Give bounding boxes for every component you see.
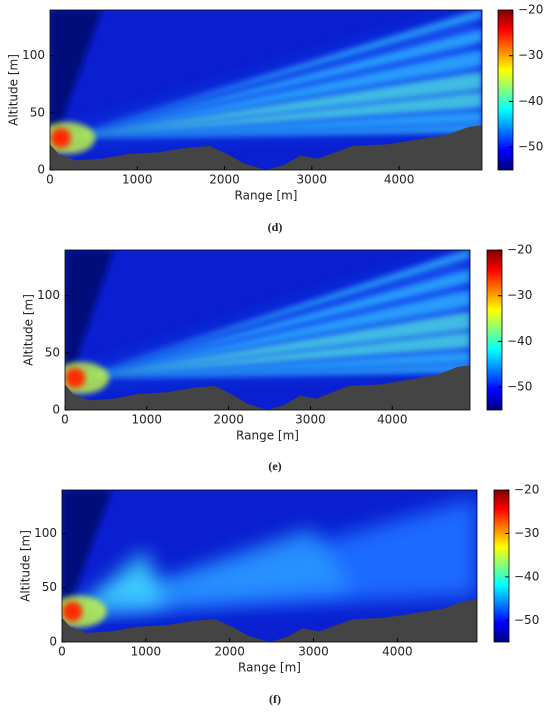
upper-dark (50, 10, 102, 130)
colorbar-tick-label: −20 (518, 3, 543, 17)
terrain (65, 365, 470, 410)
heatmap-field (65, 250, 470, 410)
plume-near (74, 550, 166, 612)
terrain (50, 125, 482, 170)
x-tick-label: 4000 (384, 173, 415, 187)
colorbar-tick-label: −30 (514, 526, 539, 540)
x-tick-label: 1000 (122, 173, 153, 187)
plot-frame (64, 249, 471, 411)
hotspot (65, 368, 86, 388)
x-tick-label: 0 (58, 645, 66, 659)
heatmap-field (62, 490, 477, 642)
beam (62, 71, 482, 138)
colorbar-tick-label: −20 (514, 483, 539, 497)
y-tick-label: 50 (30, 105, 45, 119)
x-axis-label: Range [m] (238, 661, 301, 675)
beam (77, 331, 470, 378)
x-tick-label: 2000 (209, 173, 240, 187)
plume (74, 497, 477, 612)
beam (62, 29, 482, 138)
y-tick-label: 0 (37, 163, 45, 177)
beam (62, 91, 482, 138)
y-tick-label: 100 (22, 48, 45, 62)
beam (62, 123, 482, 138)
caption: (e) (268, 459, 281, 473)
colorbar-tick-label: −50 (507, 380, 532, 394)
hotspot (50, 128, 71, 148)
beam (77, 311, 470, 378)
x-tick-label: 1000 (132, 413, 163, 427)
colorbar-tick-label: −20 (507, 243, 532, 257)
x-axis-label: Range [m] (235, 189, 298, 203)
y-tick-label: 0 (52, 403, 60, 417)
caption: (f) (269, 692, 281, 706)
upper-dark (65, 250, 114, 370)
x-tick-label: 1000 (131, 645, 162, 659)
x-tick-label: 2000 (214, 645, 245, 659)
heatmap-field (50, 10, 482, 170)
x-tick-label: 2000 (213, 413, 244, 427)
beam (62, 110, 482, 138)
x-tick-label: 3000 (297, 173, 328, 187)
y-axis-label: Altitude [m] (7, 54, 21, 126)
colorbar (493, 489, 510, 643)
x-axis-label: Range [m] (236, 429, 299, 443)
colorbar-tick-label: −50 (518, 140, 543, 154)
caption: (d) (268, 220, 283, 234)
beam (62, 49, 482, 138)
colorbar (497, 9, 514, 171)
colorbar-tick-label: −50 (514, 613, 539, 627)
terrain (62, 599, 477, 642)
y-tick-label: 50 (45, 345, 60, 359)
beam (77, 363, 470, 378)
plot-frame (49, 9, 483, 171)
y-axis-label: Altitude [m] (19, 530, 33, 602)
colorbar-tick-label: −30 (507, 288, 532, 302)
plot-frame (61, 489, 478, 643)
y-tick-label: 100 (37, 288, 60, 302)
beam (77, 350, 470, 378)
y-tick-label: 50 (42, 580, 57, 594)
x-tick-label: 4000 (377, 413, 408, 427)
y-axis-label: Altitude [m] (22, 294, 36, 366)
beam (77, 250, 470, 378)
upper-dark (62, 490, 112, 604)
colorbar-tick-label: −40 (507, 334, 532, 348)
colorbar (486, 249, 503, 411)
x-tick-label: 0 (46, 173, 54, 187)
y-tick-label: 100 (34, 526, 57, 540)
beam (77, 289, 470, 378)
colorbar-tick-label: −40 (518, 94, 543, 108)
colorbar-tick-label: −30 (518, 48, 543, 62)
colorbar-tick-label: −40 (514, 569, 539, 583)
x-tick-label: 3000 (298, 645, 329, 659)
beam (77, 269, 470, 378)
hotspot (62, 601, 83, 622)
x-tick-label: 3000 (295, 413, 326, 427)
beam (62, 10, 482, 138)
x-tick-label: 4000 (382, 645, 413, 659)
x-tick-label: 0 (61, 413, 69, 427)
y-tick-label: 0 (49, 635, 57, 649)
